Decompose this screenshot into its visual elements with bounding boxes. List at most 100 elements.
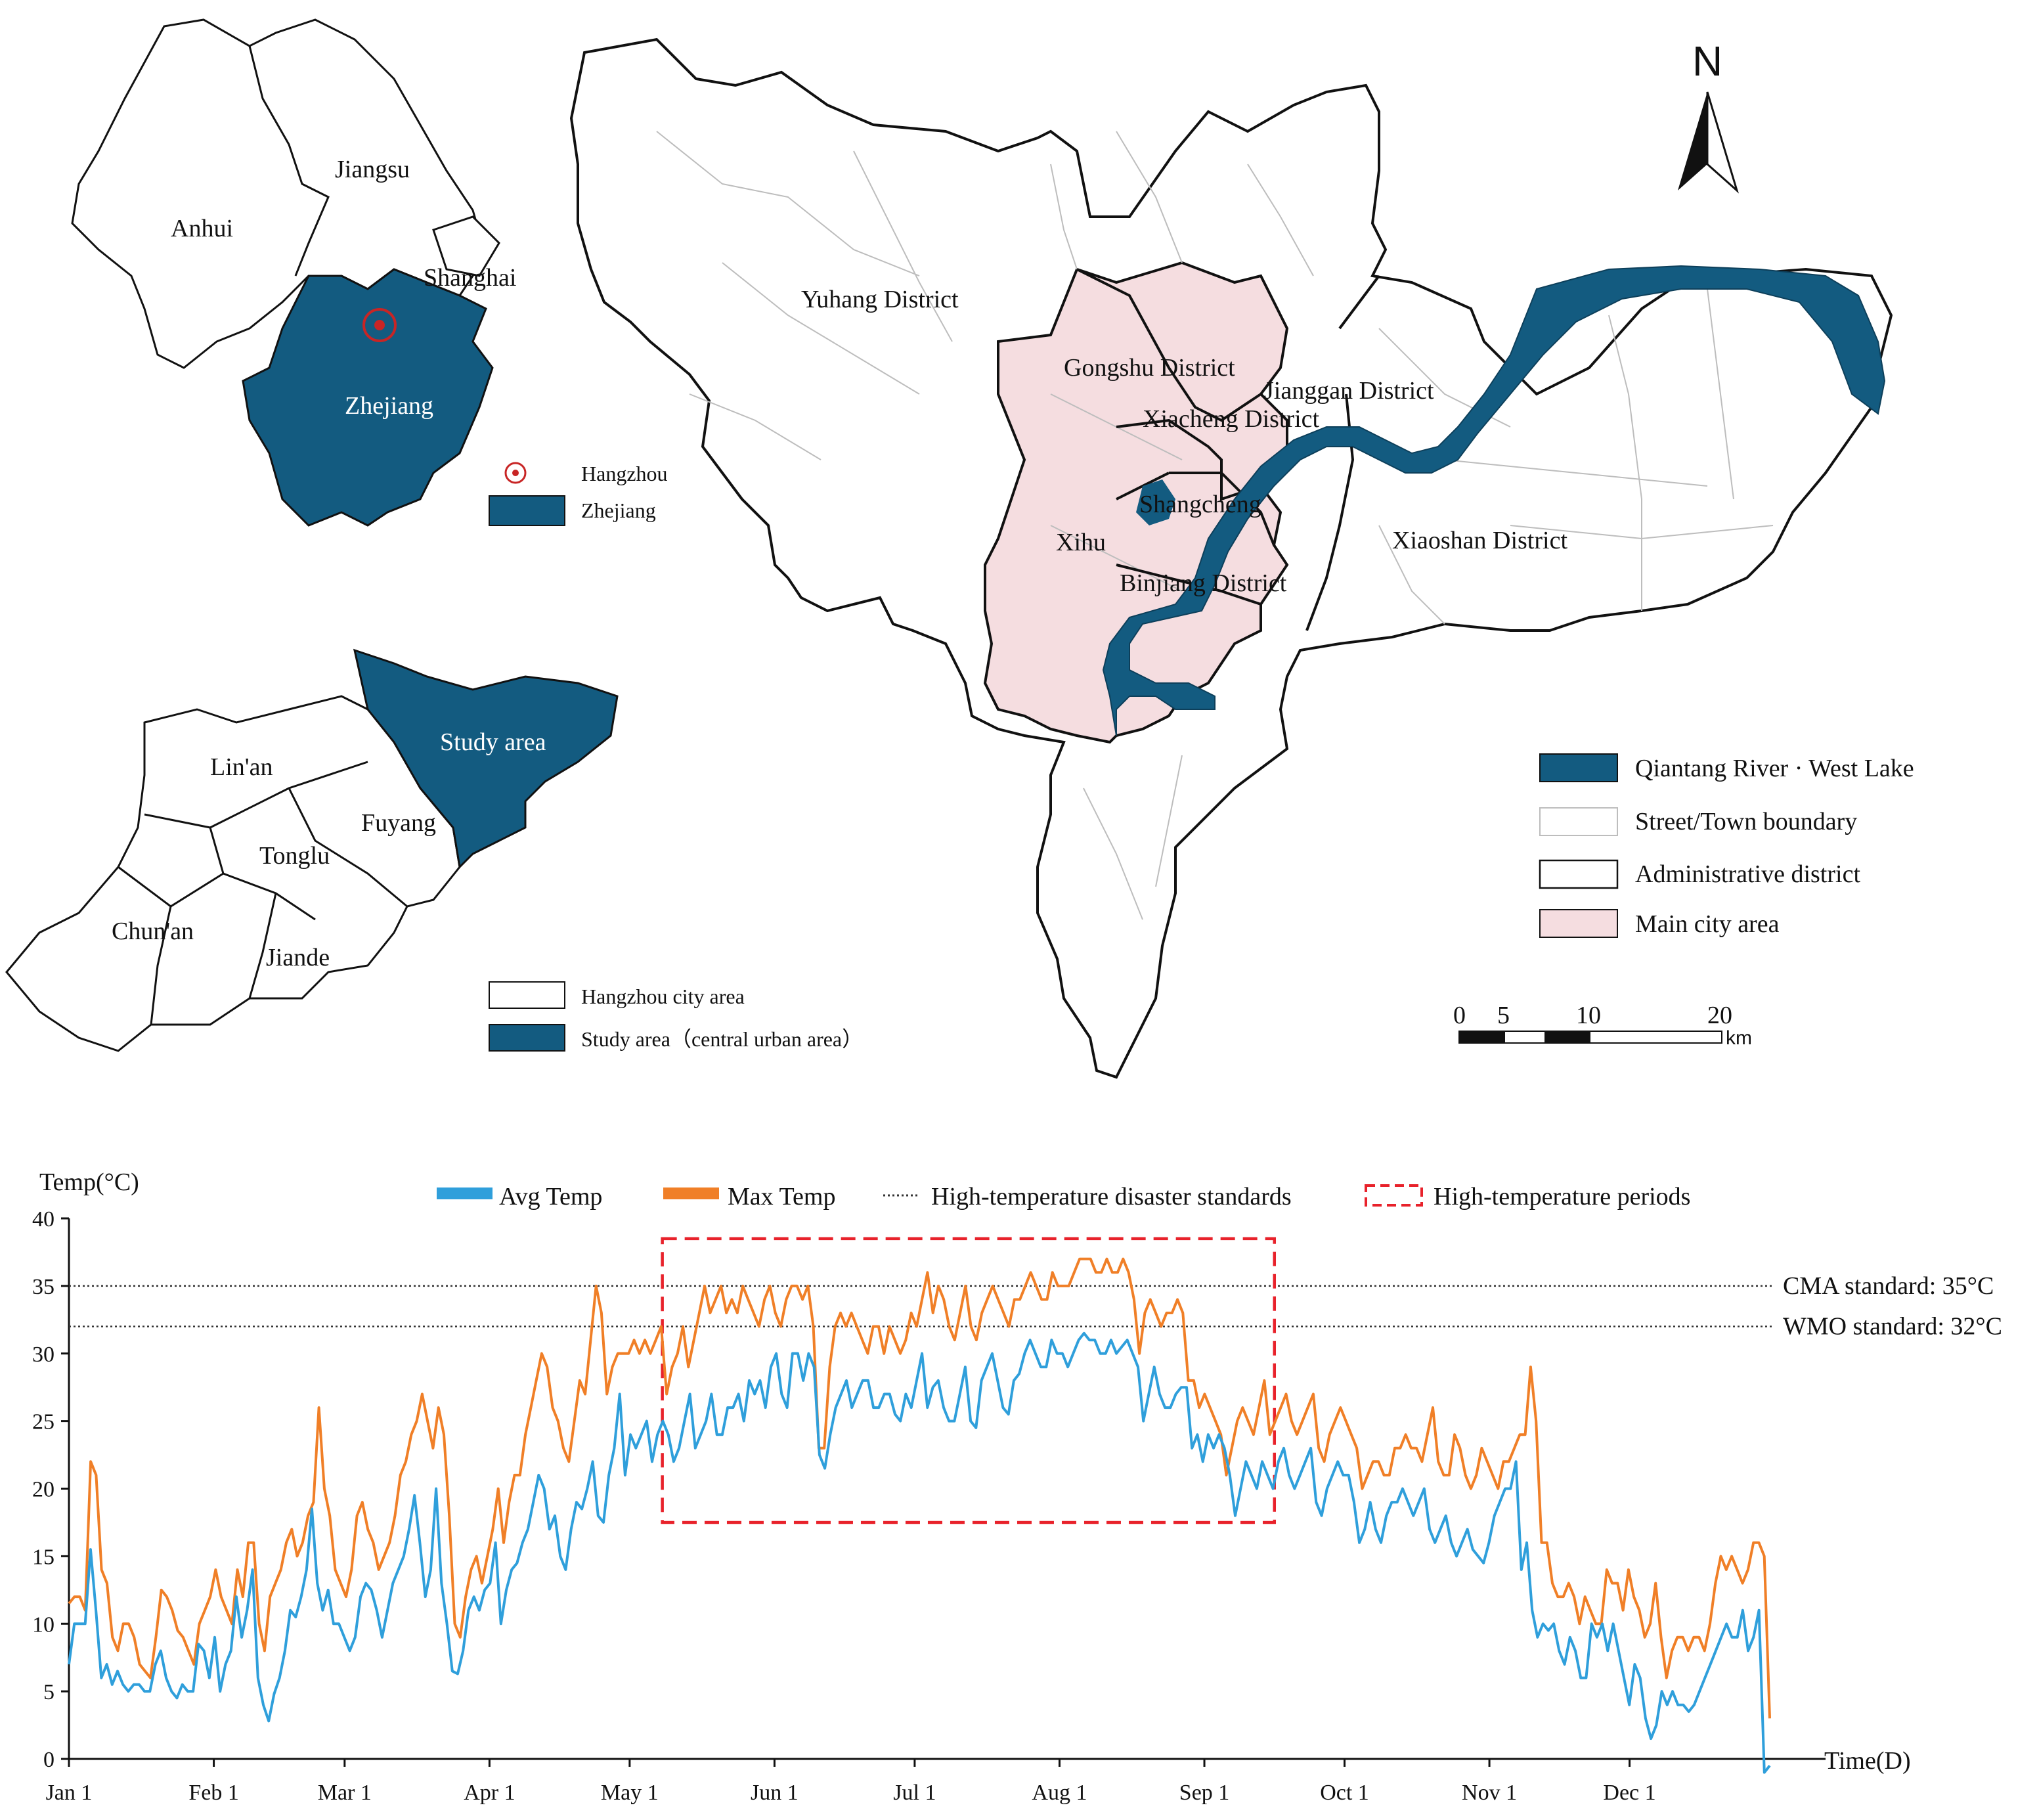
legend-study-area: Study area（central urban area）	[581, 1027, 863, 1051]
legend-zhejiang: Zhejiang	[581, 499, 656, 522]
study-area-swatch	[489, 1024, 565, 1052]
x-tick-label: Jan 1	[46, 1781, 93, 1805]
label-jiande: Jiande	[266, 944, 330, 971]
label-chunan: Chun'an	[112, 918, 194, 945]
x-tick-label: Nov 1	[1462, 1781, 1517, 1805]
shanghai-shape	[432, 215, 500, 277]
reference-lines	[69, 1285, 1773, 1327]
label-linan: Lin'an	[210, 753, 273, 781]
x-tick-label: May 1	[601, 1781, 659, 1805]
label-jiangsu: Jiangsu	[335, 156, 410, 183]
x-tick-label: Mar 1	[318, 1781, 372, 1805]
legend-admin: Administrative district	[1635, 860, 1860, 888]
label-gongshu: Gongshu District	[1064, 354, 1235, 382]
y-ticks: 0 5 10 15 20 25 30 35 40	[32, 1207, 69, 1772]
hangzhou-marker	[362, 308, 397, 342]
main-city-swatch	[1539, 909, 1618, 938]
label-shanghai: Shanghai	[424, 264, 516, 292]
max-temp-line	[68, 1257, 1771, 1719]
label-xiacheng: Xiacheng District	[1143, 405, 1320, 433]
x-tick-label: Sep 1	[1179, 1781, 1230, 1805]
label-jianggan: Jianggan District	[1264, 377, 1434, 405]
label-shangcheng: Shangcheng	[1139, 491, 1261, 518]
north-arrow-icon	[1678, 92, 1707, 190]
scale-tick-20: 20	[1707, 1002, 1732, 1029]
legend-street: Street/Town boundary	[1635, 808, 1857, 835]
main-map	[569, 37, 1893, 1079]
y-tick-label: 15	[32, 1545, 55, 1569]
label-yuhang: Yuhang District	[801, 286, 959, 313]
x-tick-label: Jun 1	[751, 1781, 799, 1805]
main-city-area	[983, 261, 1289, 744]
chart-legend: Avg Temp Max Temp High-temperature disas…	[437, 1183, 1690, 1210]
legend-avg-temp: Avg Temp	[499, 1183, 602, 1210]
y-tick-label: 40	[32, 1207, 55, 1232]
x-tick-label: Apr 1	[464, 1781, 515, 1805]
main-map-legend: Qiantang River · West Lake Street/Town b…	[1539, 753, 1914, 938]
legend-water: Qiantang River · West Lake	[1635, 755, 1914, 782]
zhejiang-legend-swatch	[489, 495, 565, 526]
x-tick-label: Oct 1	[1320, 1781, 1369, 1805]
zhejiang-shape	[242, 268, 494, 527]
top-left-legend: Hangzhou Zhejiang	[489, 462, 668, 526]
scale-bar: 0 5 10 20 km	[1453, 1002, 1752, 1049]
temperature-chart: 0 5 10 15 20 25 30 35 40 Jan 1 Feb 1 Mar 1 Apr 1 May…	[32, 1168, 2002, 1805]
street-swatch	[1539, 807, 1618, 836]
y-tick-label: 30	[32, 1343, 55, 1367]
legend-swatch-max	[663, 1187, 719, 1199]
hangzhou-city-shape	[5, 695, 461, 1052]
x-ticks: Jan 1 Feb 1 Mar 1 Apr 1 May 1 Jun 1 Jul 1 Aug 1…	[46, 1759, 1656, 1805]
legend-disaster-standard: High-temperature disaster standards	[931, 1183, 1292, 1210]
x-tick-label: Dec 1	[1603, 1781, 1655, 1805]
x-axis-label: Time(D)	[1824, 1747, 1911, 1775]
label-binjiang: Binjiang District	[1120, 569, 1287, 597]
bottom-left-legend: Hangzhou city area Study area（central ur…	[489, 981, 863, 1052]
x-tick-label: Jul 1	[893, 1781, 936, 1805]
city-area-swatch	[489, 981, 565, 1009]
admin-swatch	[1539, 859, 1619, 889]
north-arrow: N	[1678, 37, 1739, 194]
west-lake	[1136, 479, 1175, 525]
county-boundaries	[118, 761, 408, 1025]
legend-hangzhou: Hangzhou	[581, 462, 668, 485]
legend-high-temp-periods: High-temperature periods	[1434, 1183, 1690, 1210]
y-tick-label: 5	[43, 1680, 55, 1704]
jiangsu-divider	[248, 45, 330, 277]
hangzhou-legend-marker	[504, 462, 527, 484]
scale-tick-10: 10	[1576, 1002, 1601, 1029]
qiantang-river	[1102, 265, 1886, 736]
label-tonglu: Tonglu	[259, 842, 330, 870]
label-xihu: Xihu	[1056, 529, 1106, 556]
bottom-left-map	[5, 648, 619, 1052]
study-area-shape	[353, 648, 619, 870]
y-tick-label: 25	[32, 1410, 55, 1434]
y-tick-label: 35	[32, 1275, 55, 1299]
y-axis-label: Temp(°C)	[39, 1168, 139, 1196]
label-study-area: Study area	[440, 728, 546, 756]
y-tick-label: 10	[32, 1612, 55, 1637]
cma-standard-label: CMA standard: 35°C	[1783, 1272, 1994, 1300]
legend-swatch-avg	[437, 1187, 493, 1199]
label-xiaoshan: Xiaoshan District	[1392, 527, 1567, 554]
avg-temp-line	[68, 1331, 1771, 1774]
scale-tick-5: 5	[1497, 1002, 1510, 1029]
legend-max-temp: Max Temp	[728, 1183, 835, 1210]
label-fuyang: Fuyang	[361, 809, 436, 837]
y-tick-label: 20	[32, 1478, 55, 1502]
wmo-standard-label: WMO standard: 32°C	[1783, 1313, 2002, 1341]
scale-unit: km	[1726, 1027, 1752, 1049]
water-swatch	[1539, 753, 1618, 782]
x-tick-label: Aug 1	[1032, 1781, 1087, 1805]
label-anhui: Anhui	[171, 215, 233, 242]
top-left-map	[71, 18, 500, 527]
label-zhejiang: Zhejiang	[345, 392, 433, 420]
north-label: N	[1692, 37, 1722, 85]
scale-tick-0: 0	[1453, 1002, 1466, 1029]
legend-main-city: Main city area	[1635, 910, 1780, 938]
legend-city-area: Hangzhou city area	[581, 985, 745, 1008]
legend-swatch-period	[1365, 1184, 1423, 1207]
y-tick-label: 0	[43, 1748, 55, 1772]
x-tick-label: Feb 1	[188, 1781, 239, 1805]
high-temperature-period-box	[661, 1237, 1277, 1524]
